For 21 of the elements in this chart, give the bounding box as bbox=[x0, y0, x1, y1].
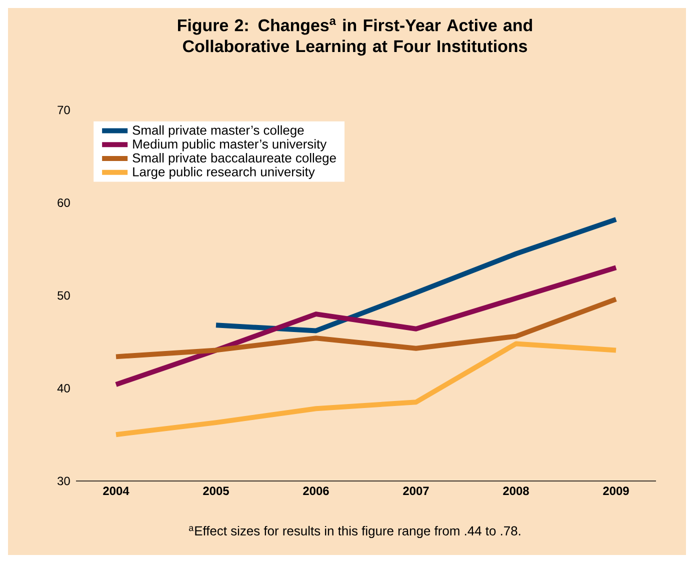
y-tick-label: 40 bbox=[57, 384, 70, 392]
legend-label: Small private master’s college bbox=[132, 125, 304, 138]
y-tick-label: 60 bbox=[58, 198, 70, 207]
legend-label: Medium public master’s university bbox=[133, 139, 327, 152]
line-series bbox=[214, 216, 618, 334]
line-series bbox=[114, 341, 618, 438]
y-tick-label: 30 bbox=[58, 476, 70, 486]
legend-label: Small private baccalaureate college bbox=[132, 153, 336, 166]
x-tick-label: 2009 bbox=[603, 486, 629, 496]
x-tick-label: 2005 bbox=[203, 486, 229, 496]
chart-title: Figure 2: Changes$^{a}$ in First-Year Active and Collaborative Learning at Four Institutions bbox=[178, 18, 532, 56]
text: $^{a}$Effect sizes for results in this figure range from .44 to .78. bbox=[188, 526, 520, 538]
legend-label: Large public research university bbox=[133, 166, 315, 179]
x-tick-label: 2007 bbox=[403, 486, 429, 496]
x-tick-label: 2004 bbox=[103, 486, 130, 496]
line-series bbox=[114, 265, 618, 388]
y-tick-label: 50 bbox=[58, 291, 70, 300]
line-series bbox=[114, 296, 618, 360]
x-tick-label: 2008 bbox=[503, 486, 529, 496]
x-tick-label: 2006 bbox=[303, 486, 329, 496]
y-tick-label: 70 bbox=[58, 106, 70, 114]
